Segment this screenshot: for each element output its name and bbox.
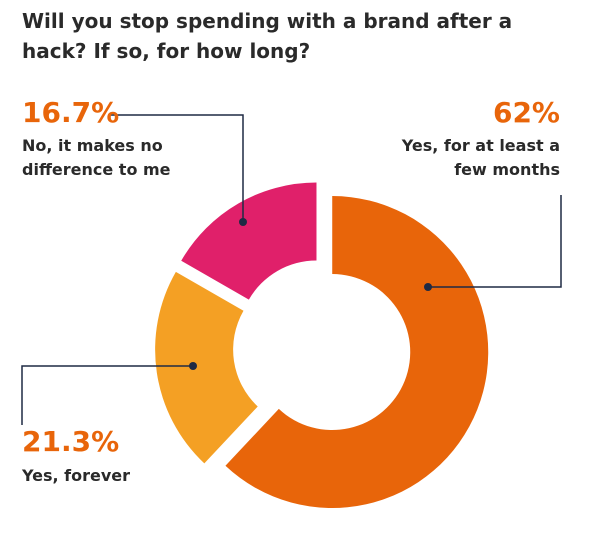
leader-line (428, 195, 562, 288)
leader-line (110, 114, 244, 222)
value-label: 62% (492, 96, 560, 129)
leader-line (21, 365, 193, 425)
leader-dot (239, 218, 247, 226)
donut-segment (181, 182, 317, 300)
value-label: 21.3% (22, 425, 120, 458)
category-label: Yes, forever (22, 466, 131, 485)
leader-dot (424, 283, 432, 291)
donut-segment (155, 271, 258, 464)
category-label: No, it makes no difference to me (22, 136, 171, 179)
leader-dot (189, 362, 197, 370)
category-label: Yes, for at least a few months (401, 136, 560, 179)
donut-segment (225, 196, 489, 509)
value-label: 16.7% (22, 96, 120, 129)
leaders (21, 114, 562, 425)
chart-title: Will you stop spending with a brand afte… (22, 9, 513, 63)
